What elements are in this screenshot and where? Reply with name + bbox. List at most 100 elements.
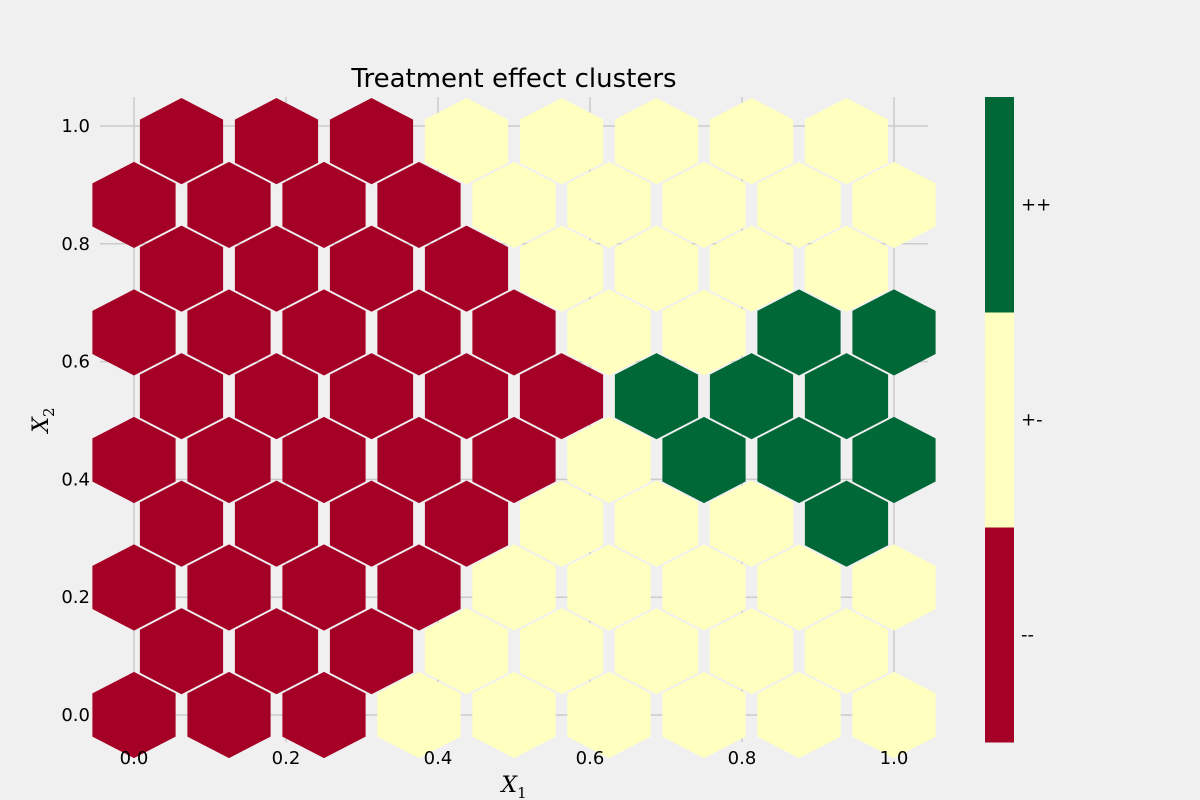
x-tick-label: 0.2 <box>272 748 301 769</box>
hexbin-cell <box>377 416 461 504</box>
hexbin-cell <box>472 416 556 504</box>
hexbin-cell <box>234 353 319 440</box>
hexbin-cell <box>757 671 841 759</box>
hexbin-cell <box>424 98 509 185</box>
hexbin-cell <box>567 671 651 759</box>
hexbin-cell <box>377 671 461 759</box>
hexbin-cell <box>567 289 651 376</box>
hexbin-cell <box>519 353 604 440</box>
hexbin-cell <box>282 161 366 248</box>
hexbin-cell <box>282 671 366 759</box>
hexbin-cell <box>852 416 936 504</box>
x-tick-label: 0.4 <box>424 748 453 769</box>
hexbin-cell <box>329 225 414 312</box>
hexbin-cell <box>92 544 176 631</box>
hexbin-cell <box>329 98 414 185</box>
hexbin-cell <box>139 98 224 185</box>
hexbin-cell <box>757 544 841 631</box>
hexbin-cell <box>329 353 414 440</box>
hexbin-cell <box>139 480 224 567</box>
hexbin-cell <box>852 289 936 376</box>
hexbin-cell <box>614 353 699 440</box>
chart-title: Treatment effect clusters <box>350 64 676 94</box>
hexbin-cell <box>424 608 509 695</box>
hexbin-cell <box>329 608 414 695</box>
hexbin-cell <box>329 480 414 567</box>
hexbin-cell <box>472 671 556 759</box>
hexbin-cell <box>567 416 651 504</box>
hexbin-cell <box>377 289 461 376</box>
hexbin-cell <box>614 480 699 567</box>
hexbin-cell <box>282 289 366 376</box>
hexbin-cell <box>662 671 746 759</box>
colorbar-label: +- <box>1021 410 1043 431</box>
hexbin-cell <box>472 289 556 376</box>
hexbin-cell <box>519 608 604 695</box>
hexbin-cell <box>852 671 936 759</box>
hexbin-cell <box>234 98 319 185</box>
hexbin-cell <box>757 161 841 248</box>
hexbin-cell <box>614 608 699 695</box>
hexbin-cell <box>662 289 746 376</box>
hexbin-cell <box>709 608 794 695</box>
y-axis-label: X2 <box>29 407 58 434</box>
y-tick-label: 1.0 <box>61 116 90 137</box>
hexbin-cell <box>852 161 936 248</box>
hexbin-cell <box>567 544 651 631</box>
y-tick-label: 0.6 <box>61 352 90 373</box>
hexbin-cell <box>709 353 794 440</box>
hexbin-cell <box>282 544 366 631</box>
x-tick-label: 0.0 <box>120 748 149 769</box>
hexbin-cell <box>804 225 889 312</box>
x-tick-label: 0.6 <box>576 748 605 769</box>
y-tick-label: 0.2 <box>61 587 90 608</box>
hexbin-cell <box>519 225 604 312</box>
hexbin-cell <box>519 98 604 185</box>
hexbin-cell <box>804 608 889 695</box>
hexbin-cell <box>282 416 366 504</box>
hexbin-cell <box>804 98 889 185</box>
hexbin-cell <box>92 416 176 504</box>
hexbin-cell <box>187 416 271 504</box>
hexbin-cell <box>614 225 699 312</box>
colorbar-segment <box>985 527 1014 743</box>
hexbin-cell <box>804 480 889 567</box>
colorbar-segment <box>985 97 1014 313</box>
hexbin-cell <box>662 544 746 631</box>
hexbin-cell <box>139 353 224 440</box>
hexbin-cell <box>472 161 556 248</box>
hexbin-cell <box>92 161 176 248</box>
hexbin-cell <box>472 544 556 631</box>
hexbin-cell <box>757 289 841 376</box>
hexbin-cell <box>424 353 509 440</box>
colorbar-segment <box>985 312 1014 528</box>
hexbin-cell <box>709 480 794 567</box>
x-tick-label: 1.0 <box>880 748 909 769</box>
hexbin-layer <box>92 98 936 759</box>
y-tick-label: 0.4 <box>61 469 90 490</box>
hexbin-cell <box>187 544 271 631</box>
y-tick-label: 0.0 <box>61 705 90 726</box>
hexbin-cell <box>234 608 319 695</box>
x-tick-label: 0.8 <box>728 748 757 769</box>
hexbin-cell <box>804 353 889 440</box>
hexbin-cell <box>377 161 461 248</box>
hexbin-cell <box>234 480 319 567</box>
hexbin-cell <box>519 480 604 567</box>
hexbin-cell <box>757 416 841 504</box>
hexbin-cell <box>424 480 509 567</box>
hexbin-cell <box>187 161 271 248</box>
hexbin-cell <box>567 161 651 248</box>
x-axis-label: X1 <box>499 773 526 800</box>
hexbin-cell <box>234 225 319 312</box>
colorbar-label: ++ <box>1021 195 1051 216</box>
hexbin-cell <box>709 225 794 312</box>
hexbin-cell <box>187 289 271 376</box>
hexbin-cell <box>852 544 936 631</box>
hexbin-cell <box>662 161 746 248</box>
hexbin-cell <box>187 671 271 759</box>
hexbin-cell <box>424 225 509 312</box>
y-tick-label: 0.8 <box>61 234 90 255</box>
hexbin-cell <box>92 289 176 376</box>
